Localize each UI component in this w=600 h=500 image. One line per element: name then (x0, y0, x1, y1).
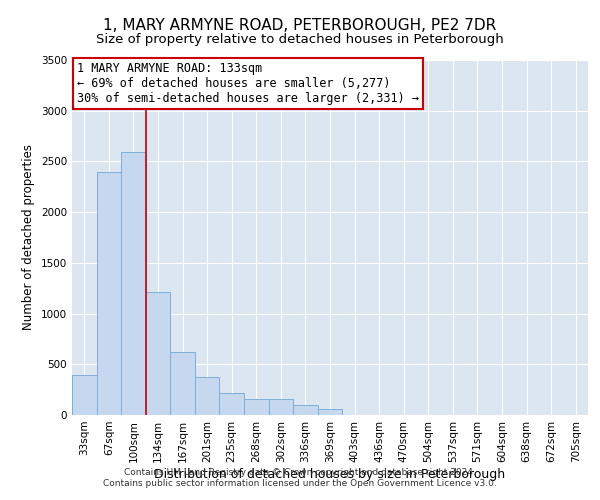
X-axis label: Distribution of detached houses by size in Peterborough: Distribution of detached houses by size … (154, 468, 506, 480)
Text: 1, MARY ARMYNE ROAD, PETERBOROUGH, PE2 7DR: 1, MARY ARMYNE ROAD, PETERBOROUGH, PE2 7… (103, 18, 497, 32)
Bar (220, 393, 244, 415)
Bar (293, 405, 318, 415)
Y-axis label: Number of detached properties: Number of detached properties (22, 144, 35, 330)
Bar (146, 292, 170, 415)
Bar (170, 352, 195, 415)
Bar (195, 378, 220, 415)
Text: 1 MARY ARMYNE ROAD: 133sqm
← 69% of detached houses are smaller (5,277)
30% of s: 1 MARY ARMYNE ROAD: 133sqm ← 69% of deta… (77, 62, 419, 105)
Bar (121, 152, 146, 415)
Text: Size of property relative to detached houses in Peterborough: Size of property relative to detached ho… (96, 32, 504, 46)
Bar (244, 399, 269, 415)
Text: Contains HM Land Registry data © Crown copyright and database right 2024.
Contai: Contains HM Land Registry data © Crown c… (103, 468, 497, 487)
Bar (269, 399, 293, 415)
Bar (97, 172, 121, 415)
Bar (72, 376, 97, 415)
Bar (318, 409, 342, 415)
